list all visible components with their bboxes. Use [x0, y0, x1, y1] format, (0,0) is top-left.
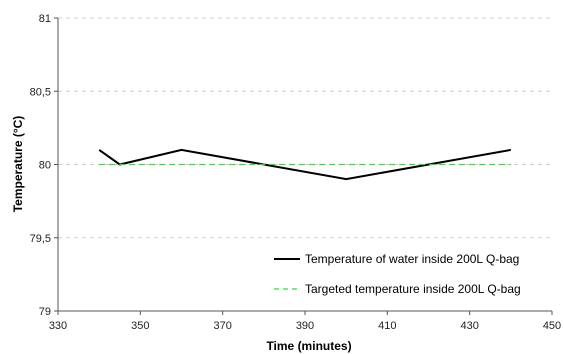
x-tick-label-1: 350 [131, 320, 149, 332]
x-tick-label-0: 330 [49, 320, 67, 332]
x-axis-title: Time (minutes) [266, 339, 351, 353]
legend: Temperature of water inside 200L Q-bag T… [274, 252, 521, 296]
x-tick-label-3: 390 [296, 320, 314, 332]
series-line-1 [98, 148, 511, 181]
y-axis-title: Temperature (°C) [11, 116, 25, 213]
y-tick-label-2: 80 [39, 160, 51, 172]
x-tick-label-6: 450 [543, 320, 561, 332]
x-tick-label-4: 410 [378, 320, 396, 332]
x-tick-label-5: 430 [460, 320, 478, 332]
tick-labels: 79 79,5 80 80,5 81 330 350 370 390 410 430 450 [30, 13, 562, 332]
y-tick-label-4: 81 [39, 13, 51, 25]
gridlines [58, 17, 552, 239]
legend-label-series-2: Targeted temperature inside 200L Q-bag [305, 282, 521, 296]
y-tick-label-1: 79,5 [30, 233, 51, 245]
y-tick-label-3: 80,5 [30, 86, 51, 98]
series-lines [98, 148, 511, 181]
y-tick-label-0: 79 [39, 306, 51, 318]
legend-label-series-1: Temperature of water inside 200L Q-bag [305, 252, 519, 266]
axes [54, 17, 553, 315]
x-tick-label-2: 370 [213, 320, 231, 332]
